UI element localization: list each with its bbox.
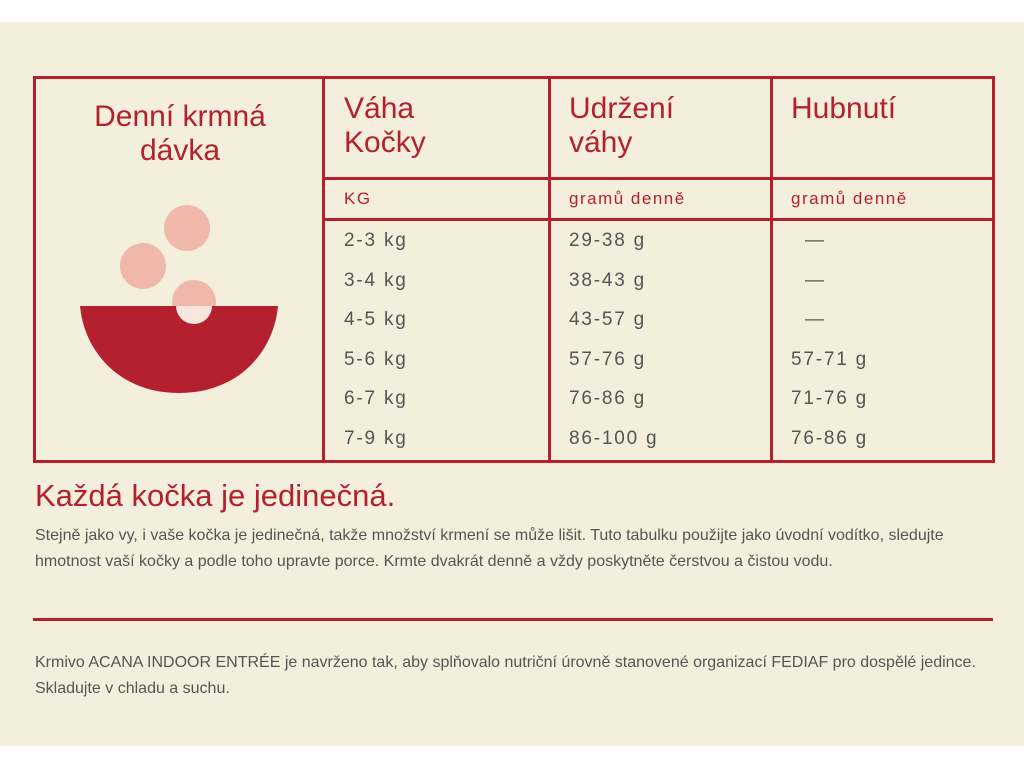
unit-label: KG xyxy=(344,189,372,208)
unit-label: gramů denně xyxy=(791,189,908,208)
table-frame xyxy=(33,76,995,463)
food-ball xyxy=(120,243,166,289)
table-cell: 57-71 g xyxy=(791,348,869,370)
table-cell: 5-6 kg xyxy=(344,348,408,370)
table-cell: 29-38 g xyxy=(569,230,647,251)
bowl-icon xyxy=(80,205,278,393)
bowl xyxy=(80,306,278,393)
table-cell: 76-86 g xyxy=(569,388,647,409)
note-text: Stejně jako vy, i vaše kočka je jedinečn… xyxy=(35,527,944,570)
table-cell: 7-9 kg xyxy=(344,427,408,449)
food-ball-inside xyxy=(176,306,212,324)
table-cell: 38-43 g xyxy=(569,269,647,291)
table-cell: 71-76 g xyxy=(791,388,869,409)
row-line xyxy=(322,177,992,180)
table-cell: 43-57 g xyxy=(569,309,647,330)
divider xyxy=(33,618,993,621)
col-line xyxy=(770,76,773,463)
table-cell: 3-4 kg xyxy=(344,269,408,291)
table-title: Denní krmná dávka xyxy=(94,100,266,167)
note-heading: Každá kočka je jedinečná. xyxy=(35,478,396,513)
table-cell: — xyxy=(805,269,826,291)
table-cell: 76-86 g xyxy=(791,427,869,449)
food-ball xyxy=(164,205,210,251)
table-cell: 6-7 kg xyxy=(344,388,408,409)
column-header: Váha Kočky xyxy=(344,92,426,159)
unit-label: gramů denně xyxy=(569,189,686,208)
table-cell: 86-100 g xyxy=(569,427,659,449)
table-cell: 2-3 kg xyxy=(344,230,408,251)
row-line xyxy=(322,218,992,221)
footer-text: Krmivo ACANA INDOOR ENTRÉE je navrženo t… xyxy=(35,654,976,697)
col-line xyxy=(322,76,325,463)
table-cell: 4-5 kg xyxy=(344,309,408,330)
table-cell: — xyxy=(805,230,826,251)
col-line xyxy=(548,76,551,463)
table-cell: 57-76 g xyxy=(569,348,647,370)
table-cell: — xyxy=(805,309,826,330)
column-header: Udržení váhy xyxy=(569,92,675,159)
column-header: Hubnutí xyxy=(791,92,897,125)
